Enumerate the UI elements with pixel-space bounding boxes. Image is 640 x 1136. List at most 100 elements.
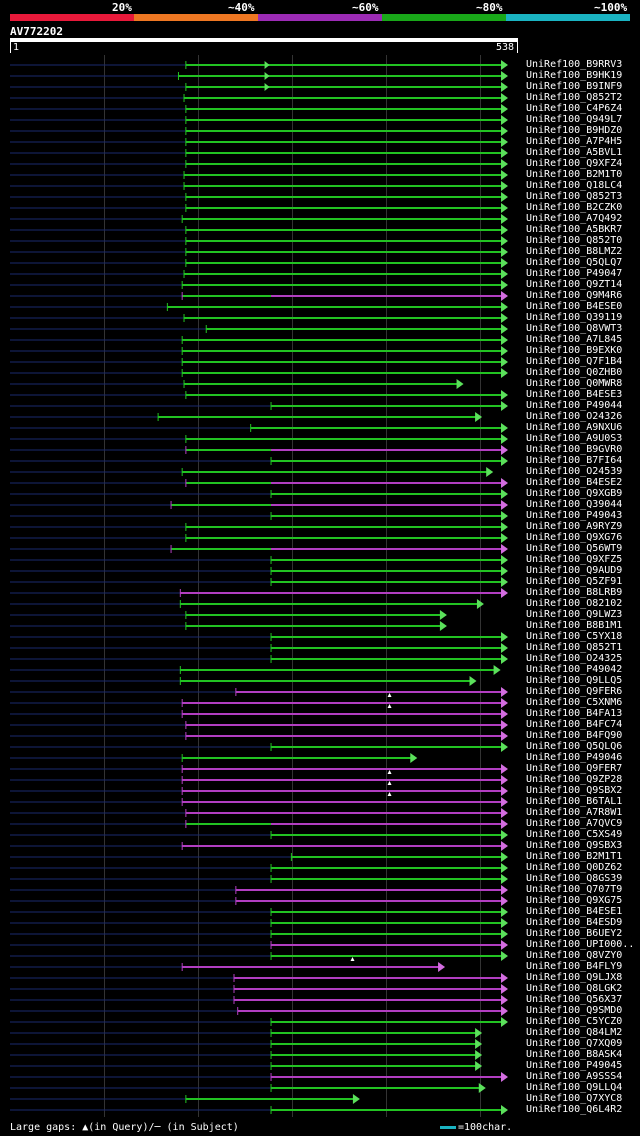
hit-name-link[interactable]: UniRef100_Q8VWT3 [526,323,623,334]
hit-name-link[interactable]: UniRef100_C4P6Z4 [526,103,623,114]
hit-name-link[interactable]: UniRef100_A7L845 [526,334,623,345]
hit-name-link[interactable]: UniRef100_Q9FER7 [526,763,623,774]
hit-name-link[interactable]: UniRef100_Q9XFZ4 [526,158,623,169]
hit-name-link[interactable]: UniRef100_Q7F1B4 [526,356,623,367]
hit-name-link[interactable]: UniRef100_Q5ZF91 [526,576,623,587]
hit-name-link[interactable]: UniRef100_A9RYZ9 [526,521,623,532]
hit-name-link[interactable]: UniRef100_B4FQ90 [526,730,623,741]
hit-name-link[interactable]: UniRef100_Q9ZP28 [526,774,623,785]
hit-name-link[interactable]: UniRef100_Q9FER6 [526,686,623,697]
hit-name-link[interactable]: UniRef100_B4FA13 [526,708,623,719]
hit-name-link[interactable]: UniRef100_Q5QLQ7 [526,257,623,268]
hit-name-link[interactable]: UniRef100_Q949L7 [526,114,623,125]
hit-name-link[interactable]: UniRef100_B8ASK4 [526,1049,623,1060]
hit-name-link[interactable]: UniRef100_C5YCZ0 [526,1016,623,1027]
hit-name-link[interactable]: UniRef100_A5BVL1 [526,147,623,158]
hit-name-link[interactable]: UniRef100_Q8LGK2 [526,983,623,994]
hit-name-link[interactable]: UniRef100_B9HK19 [526,70,623,81]
hit-name-link[interactable]: UniRef100_Q56X37 [526,994,623,1005]
hit-name-link[interactable]: UniRef100_Q852T3 [526,191,623,202]
hit-name-link[interactable]: UniRef100_UPI000.. [526,939,635,950]
hit-name-link[interactable]: UniRef100_B9INF9 [526,81,623,92]
hit-name-link[interactable]: UniRef100_P49047 [526,268,623,279]
hit-name-link[interactable]: UniRef100_B4ESE2 [526,477,623,488]
hit-name-link[interactable]: UniRef100_B4ESE0 [526,301,623,312]
hit-name-link[interactable]: UniRef100_A5BKR7 [526,224,623,235]
hit-name-link[interactable]: UniRef100_O82102 [526,598,623,609]
hit-name-link[interactable]: UniRef100_Q9M4R6 [526,290,623,301]
hit-name-link[interactable]: UniRef100_B4FLY9 [526,961,623,972]
hit-name-link[interactable]: UniRef100_Q852T2 [526,92,623,103]
hit-name-link[interactable]: UniRef100_P49043 [526,510,623,521]
hit-name-link[interactable]: UniRef100_B8LMZ2 [526,246,623,257]
hit-name-link[interactable]: UniRef100_A7R8W1 [526,807,623,818]
hit-name-link[interactable]: UniRef100_A7QVC9 [526,818,623,829]
hit-name-link[interactable]: UniRef100_B9GVR0 [526,444,623,455]
hit-arrowhead [501,687,508,697]
hit-name-link[interactable]: UniRef100_Q39119 [526,312,623,323]
hit-name-link[interactable]: UniRef100_Q8VZY0 [526,950,623,961]
hit-name-link[interactable]: UniRef100_Q8GS39 [526,873,623,884]
hit-name-link[interactable]: UniRef100_Q5QLQ6 [526,741,623,752]
hit-name-link[interactable]: UniRef100_A9U0S3 [526,433,623,444]
hit-name-link[interactable]: UniRef100_Q9SMD0 [526,1005,623,1016]
hit-name-link[interactable]: UniRef100_B8B1M1 [526,620,623,631]
hit-name-link[interactable]: UniRef100_O24325 [526,653,623,664]
hit-name-link[interactable]: UniRef100_B6TAL1 [526,796,623,807]
hit-name-link[interactable]: UniRef100_P49046 [526,752,623,763]
hit-name-link[interactable]: UniRef100_Q56WT9 [526,543,623,554]
hit-name-link[interactable]: UniRef100_B9EXK0 [526,345,623,356]
hit-name-link[interactable]: UniRef100_B8LRB9 [526,587,623,598]
hit-name-link[interactable]: UniRef100_Q9LLQ5 [526,675,623,686]
hit-name-link[interactable]: UniRef100_Q0ZHB0 [526,367,623,378]
hit-name-link[interactable]: UniRef100_Q9LWZ3 [526,609,623,620]
hit-name-link[interactable]: UniRef100_Q0DZ62 [526,862,623,873]
hit-name-link[interactable]: UniRef100_Q852T1 [526,642,623,653]
query-gap-triangle [387,770,392,774]
hit-name-link[interactable]: UniRef100_Q9XFZ5 [526,554,623,565]
hit-name-link[interactable]: UniRef100_Q6L4R2 [526,1104,623,1115]
hit-arrowhead [501,797,508,807]
hit-name-link[interactable]: UniRef100_C5XNM6 [526,697,623,708]
hit-name-link[interactable]: UniRef100_B4FC74 [526,719,623,730]
hit-name-link[interactable]: UniRef100_Q7XYC8 [526,1093,623,1104]
hit-name-link[interactable]: UniRef100_Q9AUD9 [526,565,623,576]
hit-name-link[interactable]: UniRef100_Q39044 [526,499,623,510]
hit-name-link[interactable]: UniRef100_B4ESE1 [526,906,623,917]
hit-name-link[interactable]: UniRef100_B4ESD9 [526,917,623,928]
hit-name-link[interactable]: UniRef100_Q0MWR8 [526,378,623,389]
hit-name-link[interactable]: UniRef100_A7Q492 [526,213,623,224]
hit-name-link[interactable]: UniRef100_B2M1T0 [526,169,623,180]
hit-name-link[interactable]: UniRef100_Q9SBX2 [526,785,623,796]
hit-name-link[interactable]: UniRef100_Q84LM2 [526,1027,623,1038]
hit-name-link[interactable]: UniRef100_P49044 [526,400,623,411]
hit-name-link[interactable]: UniRef100_Q9SBX3 [526,840,623,851]
hit-name-link[interactable]: UniRef100_Q9LJX8 [526,972,623,983]
hit-name-link[interactable]: UniRef100_O24539 [526,466,623,477]
hit-name-link[interactable]: UniRef100_Q18LC4 [526,180,623,191]
hit-name-link[interactable]: UniRef100_B9HDZ0 [526,125,623,136]
hit-name-link[interactable]: UniRef100_C5YX18 [526,631,623,642]
hit-name-link[interactable]: UniRef100_O24326 [526,411,623,422]
hit-name-link[interactable]: UniRef100_Q852T0 [526,235,623,246]
hit-name-link[interactable]: UniRef100_A9NXU6 [526,422,623,433]
hit-name-link[interactable]: UniRef100_B7FI64 [526,455,623,466]
hit-name-link[interactable]: UniRef100_B9RRV3 [526,59,623,70]
hit-name-link[interactable]: UniRef100_Q9ZT14 [526,279,623,290]
hit-name-link[interactable]: UniRef100_A9SSS4 [526,1071,623,1082]
hit-name-link[interactable]: UniRef100_B2CZK0 [526,202,623,213]
hit-name-link[interactable]: UniRef100_Q9XG76 [526,532,623,543]
hit-name-link[interactable]: UniRef100_Q707T9 [526,884,623,895]
hit-arrowhead [501,335,508,345]
hit-name-link[interactable]: UniRef100_Q7XQ09 [526,1038,623,1049]
hit-name-link[interactable]: UniRef100_P49042 [526,664,623,675]
hit-name-link[interactable]: UniRef100_Q9XGB9 [526,488,623,499]
hit-name-link[interactable]: UniRef100_P49045 [526,1060,623,1071]
hit-name-link[interactable]: UniRef100_Q9XG75 [526,895,623,906]
hit-name-link[interactable]: UniRef100_B6UEY2 [526,928,623,939]
hit-name-link[interactable]: UniRef100_B2M1T1 [526,851,623,862]
hit-name-link[interactable]: UniRef100_C5XS49 [526,829,623,840]
hit-name-link[interactable]: UniRef100_B4ESE3 [526,389,623,400]
hit-name-link[interactable]: UniRef100_Q9LLQ4 [526,1082,623,1093]
hit-name-link[interactable]: UniRef100_A7P4H5 [526,136,623,147]
